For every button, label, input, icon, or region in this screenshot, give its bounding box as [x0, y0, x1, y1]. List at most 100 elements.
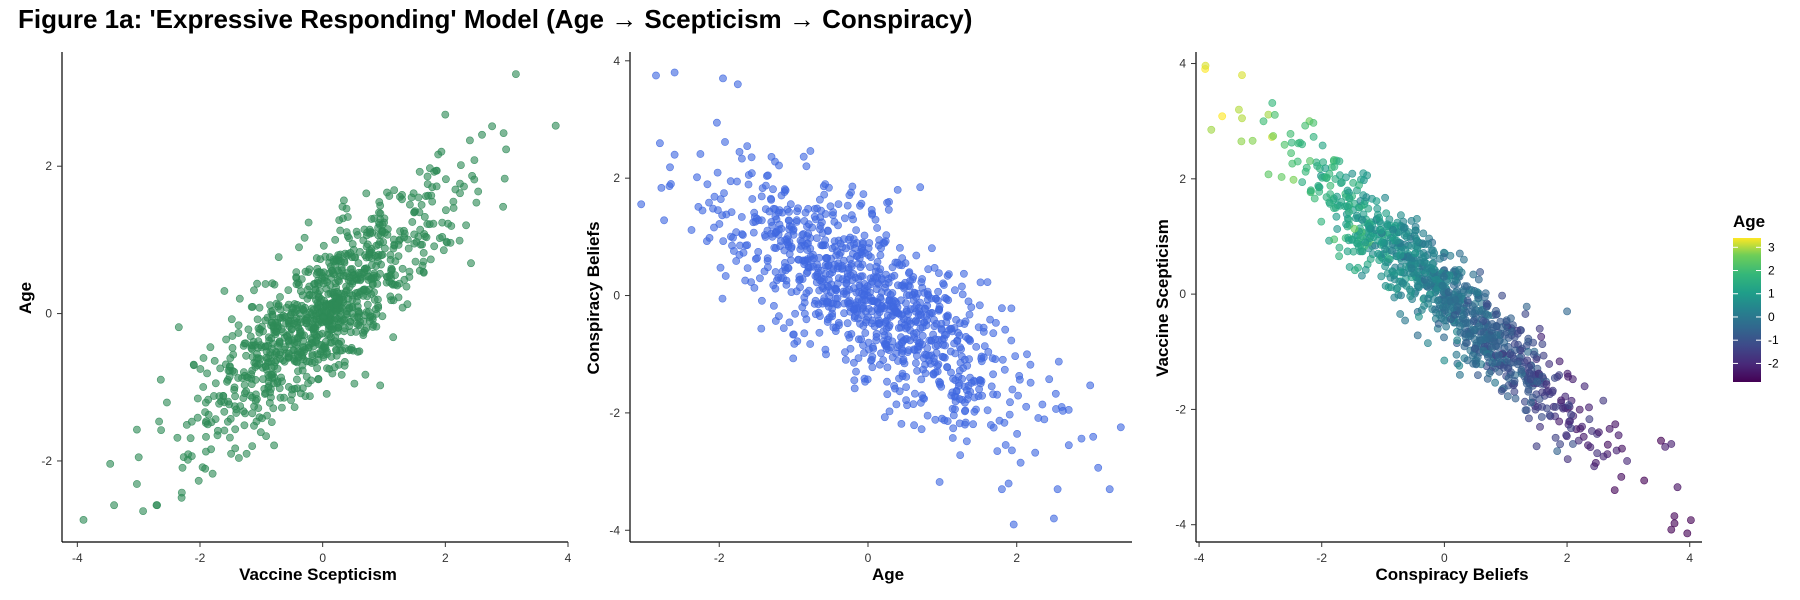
data-point [894, 324, 903, 332]
data-point [1000, 365, 1009, 374]
data-point [1045, 375, 1054, 384]
data-point [796, 245, 805, 254]
data-point [1004, 479, 1013, 488]
data-point [1579, 432, 1588, 441]
data-point [741, 276, 750, 285]
data-point [1343, 214, 1352, 223]
data-point [420, 212, 429, 221]
data-point [1483, 310, 1491, 319]
data-point [1551, 433, 1560, 442]
data-point [1463, 339, 1471, 347]
data-point [250, 402, 258, 411]
data-point [1413, 331, 1422, 340]
data-point [744, 171, 753, 179]
data-point [809, 262, 818, 271]
data-point [173, 433, 182, 442]
data-point [272, 328, 281, 336]
data-point [931, 294, 940, 303]
data-point [1670, 512, 1679, 520]
data-point [842, 244, 850, 253]
data-point [859, 301, 867, 310]
scatter-points-3 [1201, 61, 1695, 538]
data-point [841, 214, 849, 223]
data-point [1364, 222, 1373, 230]
y-tick-label: 0 [613, 289, 620, 303]
data-point [298, 384, 307, 393]
data-point [1569, 440, 1577, 448]
data-point [823, 226, 832, 235]
data-point [1277, 173, 1286, 181]
data-point [264, 370, 273, 379]
data-point [1657, 436, 1665, 445]
data-point [174, 323, 183, 332]
data-point [1301, 167, 1310, 176]
y-tick-label: 2 [45, 159, 52, 173]
data-point [948, 434, 957, 442]
data-point [733, 177, 741, 186]
data-point [835, 321, 843, 330]
x-tick-label: -4 [72, 551, 83, 565]
data-point [856, 319, 864, 328]
data-point [1326, 181, 1335, 190]
data-point [840, 256, 848, 265]
data-point [250, 286, 258, 295]
data-point [343, 300, 351, 309]
data-point [162, 398, 171, 407]
data-point [1493, 358, 1502, 366]
data-point [828, 309, 837, 318]
data-point [965, 310, 974, 319]
data-point [743, 142, 752, 150]
data-point [838, 264, 847, 273]
data-point [206, 343, 215, 352]
data-point [499, 129, 508, 137]
data-point [987, 421, 995, 429]
data-point [1345, 194, 1354, 203]
data-point [922, 311, 931, 320]
data-point [186, 434, 195, 443]
data-point [940, 281, 948, 289]
data-point [1479, 347, 1488, 355]
data-point [220, 426, 229, 435]
data-point [1428, 259, 1437, 268]
data-point [405, 200, 414, 209]
data-point [410, 239, 419, 248]
data-point [738, 154, 746, 163]
data-point [960, 269, 968, 278]
data-point [935, 478, 944, 486]
data-point [980, 342, 989, 350]
data-point [772, 244, 780, 252]
data-point [1542, 380, 1551, 389]
data-point [852, 367, 860, 376]
data-point [280, 393, 288, 402]
data-point [274, 253, 283, 261]
data-point [976, 376, 984, 384]
data-point [917, 425, 926, 434]
data-point [305, 291, 314, 300]
data-point [1510, 377, 1519, 385]
data-point [782, 276, 791, 285]
data-point [419, 257, 428, 266]
data-point [977, 352, 986, 361]
data-point [1407, 264, 1416, 273]
data-point [637, 200, 646, 209]
data-point [362, 324, 371, 332]
figure-title: Figure 1a: 'Expressive Responding' Model… [18, 4, 973, 34]
data-point [178, 463, 187, 472]
data-point [1610, 486, 1619, 494]
data-point [304, 341, 313, 349]
data-point [993, 447, 1002, 455]
data-point [240, 421, 249, 430]
data-point [209, 392, 218, 400]
data-point [863, 375, 872, 384]
data-point [910, 289, 919, 298]
data-point [179, 453, 188, 461]
data-point [1487, 326, 1496, 335]
data-point [1430, 249, 1439, 258]
data-point [247, 345, 256, 354]
data-point [394, 252, 403, 260]
data-point [789, 330, 797, 339]
data-point [224, 397, 232, 406]
data-point [1013, 429, 1021, 438]
data-point [139, 507, 147, 515]
data-point [499, 202, 507, 211]
